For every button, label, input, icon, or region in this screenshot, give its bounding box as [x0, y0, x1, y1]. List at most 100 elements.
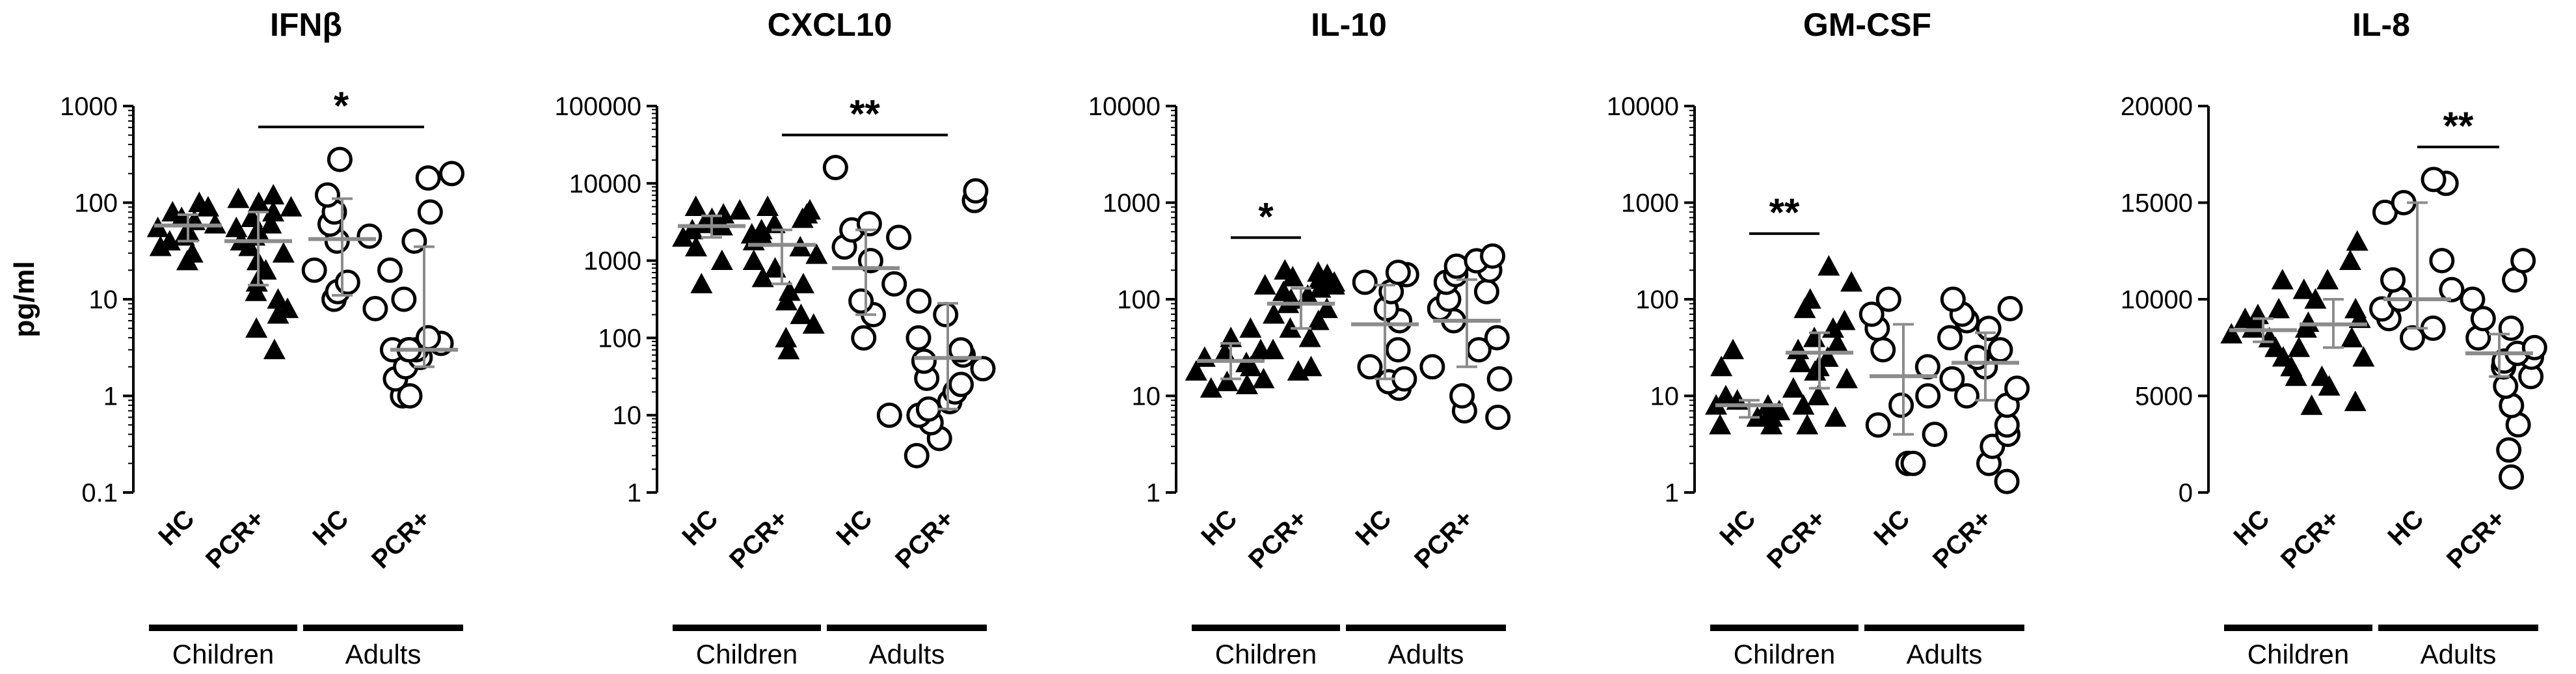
y-tick-label: 1000 [1621, 189, 1679, 218]
y-tick-label: 0 [2179, 479, 2193, 507]
data-point [181, 242, 204, 263]
group-bar [1192, 625, 1340, 631]
group-label: Children [696, 639, 798, 669]
data-point [2292, 278, 2315, 299]
data-point [1900, 450, 1926, 476]
data-point [799, 198, 822, 220]
data-point [267, 288, 289, 309]
category-label: PCR+ [2441, 504, 2511, 574]
y-tick-label: 1000 [60, 92, 118, 121]
series-3 [1937, 286, 2030, 494]
data-point [314, 182, 340, 208]
category-label: PCR+ [1409, 504, 1479, 574]
data-point [2300, 394, 2323, 415]
data-point [301, 257, 327, 283]
data-point [1803, 327, 1826, 347]
data-point [1826, 332, 1849, 353]
data-point [1799, 288, 1821, 309]
data-point [1939, 366, 1965, 392]
data-point [848, 288, 874, 314]
data-point [915, 396, 941, 422]
data-point [763, 212, 786, 234]
group-bar [2224, 625, 2372, 631]
data-point [2246, 303, 2269, 325]
group-bar [1346, 625, 1506, 631]
data-point [742, 249, 765, 271]
data-point [904, 442, 930, 468]
data-point [2380, 267, 2406, 293]
data-point [1449, 383, 1475, 409]
data-point [1715, 384, 1737, 405]
group-label: Children [2247, 639, 2349, 669]
group-label: Children [1215, 639, 1317, 669]
series-3 [1419, 243, 1512, 430]
group-label: Adults [1907, 639, 1983, 669]
data-point [792, 273, 814, 293]
data-point [1307, 261, 1330, 282]
data-point [1419, 354, 1445, 380]
panel-title: IL-8 [2352, 7, 2410, 43]
data-point [2297, 311, 2320, 332]
data-point [272, 242, 295, 263]
panel-title: IFNβ [270, 7, 342, 43]
data-point [777, 338, 800, 360]
data-point [1875, 286, 1901, 312]
data-point [681, 219, 704, 239]
data-point [1922, 422, 1948, 448]
data-point [690, 273, 713, 293]
data-point [227, 187, 250, 208]
series-1 [224, 183, 302, 360]
data-point [1315, 297, 1338, 318]
data-point [684, 236, 707, 257]
data-point [1252, 368, 1275, 388]
series-1 [1262, 259, 1346, 381]
data-point [851, 325, 877, 351]
category-label: PCR+ [366, 504, 436, 574]
y-tick-label: 100 [1117, 286, 1161, 314]
data-point [2271, 269, 2294, 290]
category-label: PCR+ [724, 504, 794, 574]
series-3 [2460, 248, 2547, 490]
group-label: Adults [345, 639, 422, 669]
data-point [2311, 365, 2333, 386]
data-point [757, 195, 779, 217]
data-point [2316, 269, 2339, 290]
group-label: Children [1734, 639, 1835, 669]
series-3 [904, 178, 996, 468]
data-point [1807, 384, 1830, 405]
data-point [886, 224, 912, 250]
series-0 [146, 191, 226, 271]
y-tick-label: 0.1 [81, 479, 118, 507]
data-point [970, 356, 996, 382]
category-label: HC [307, 504, 354, 551]
data-point [750, 219, 773, 239]
significance-label: ** [2443, 104, 2474, 148]
data-point [2429, 248, 2455, 274]
data-point [2498, 316, 2524, 342]
data-point [1480, 243, 1506, 269]
data-point [911, 348, 937, 374]
data-point [401, 228, 427, 254]
data-point [262, 200, 284, 222]
data-point [876, 402, 902, 428]
group-label: Adults [1388, 639, 1464, 669]
data-point [1768, 399, 1791, 420]
category-label: HC [2228, 504, 2275, 551]
y-tick-label: 10 [1132, 383, 1161, 411]
data-point [790, 303, 812, 325]
data-point [2439, 276, 2465, 303]
data-point [1888, 392, 1914, 418]
data-point [1976, 316, 2002, 342]
data-point [1937, 325, 1963, 351]
data-point [204, 213, 226, 234]
data-point [1484, 325, 1510, 351]
y-tick-label: 1000 [584, 247, 641, 276]
y-tick-label: 1 [627, 479, 641, 507]
data-point [1279, 317, 1302, 338]
data-point [822, 155, 848, 181]
data-point [1486, 366, 1512, 392]
category-label: PCR+ [1243, 504, 1313, 574]
category-label: PCR+ [1762, 504, 1831, 574]
data-point [2498, 464, 2524, 490]
